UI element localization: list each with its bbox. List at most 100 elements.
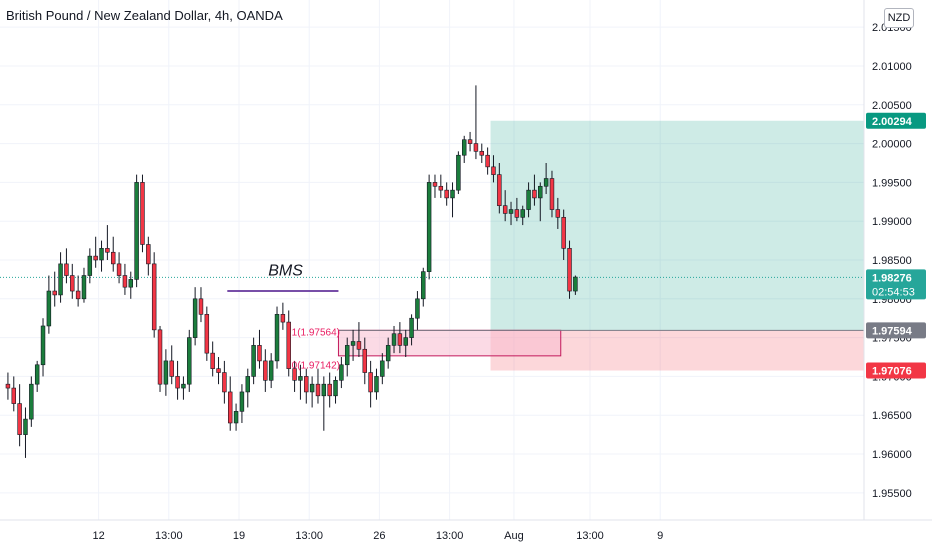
candle [368,360,373,408]
candle-body [11,387,17,404]
candle [438,174,444,198]
candle [514,197,520,222]
candle-body [81,275,87,300]
candle-body [134,182,139,280]
candle [169,345,174,385]
candle-body [175,376,180,389]
x-tick-label: 12 [92,530,104,542]
y-tick-label: 1.96500 [872,410,912,422]
candle-body [321,383,327,397]
candle-body [163,360,169,385]
candle [456,151,461,195]
candle-body [280,314,286,323]
candle-body [5,383,11,389]
fib-label: 1(1.97564) [292,328,340,339]
candle-body [526,189,531,210]
candle-body [304,376,309,393]
candle [321,376,327,431]
candle [239,384,245,423]
candle [29,376,34,427]
candle [526,182,531,218]
candle-body [146,244,151,265]
y-tick-label: 2.00500 [872,100,912,112]
candle-body [116,263,122,276]
x-tick-label: 9 [657,530,663,542]
candle [46,275,52,334]
candle [134,174,139,288]
y-tick-label: 2.00000 [872,139,912,151]
candle [175,360,180,400]
candle [151,252,157,338]
candle-body [292,368,297,381]
candle [573,275,578,295]
y-tick-label: 2.01500 [872,22,912,34]
candle [257,329,262,369]
price-axis[interactable]: 2.01500 2.01000 2.00500 2.00000 1.99500 1.990… [863,0,926,520]
candle-body [17,403,22,435]
candle-body [128,279,134,288]
candle-body [555,209,561,218]
candle [34,360,40,392]
candle-body [75,290,81,300]
candle-body [432,182,438,187]
candle [350,329,356,361]
candle-body [391,333,397,346]
candle [485,147,490,175]
fib-label: 0(1.97142) [292,360,340,371]
candle [543,162,549,195]
candle-body [251,345,256,377]
candle-body [216,368,221,373]
candle-body [461,139,467,156]
x-tick-label: 13:00 [436,530,464,542]
candle [473,85,479,160]
candle [40,318,46,377]
x-tick-label: 19 [233,530,245,542]
candle-body [233,411,239,424]
candle [461,135,467,163]
candle-body [479,151,485,156]
candle-body [397,333,403,346]
candle [403,329,408,358]
candle-body [198,298,204,315]
candle-body [315,383,321,397]
candle [309,376,315,408]
candle-body [426,182,432,272]
candle [280,302,286,330]
candle [385,337,391,369]
y-tick-label: 1.99500 [872,177,912,189]
candle-body [368,372,373,393]
candle [356,322,362,358]
candle [538,182,543,222]
stop-price-tag-bg [866,362,926,379]
candle [561,209,566,260]
annotations-layer: BMS 1(1.97564) 0(1.97142) [227,262,340,371]
candle [339,357,344,389]
x-tick-label: 13:00 [295,530,323,542]
candle [128,271,134,299]
candle [216,357,221,385]
candle [140,174,145,253]
candle [157,325,163,392]
candle [344,337,350,377]
candle-body [444,189,449,199]
candle-body [421,271,426,300]
time-axis[interactable]: 12 13:00 19 13:00 26 13:00 Aug 13:00 9 [0,519,932,542]
candle-body [538,185,543,199]
candle [421,267,426,307]
candle-body [169,360,174,377]
candle-body [140,182,145,245]
candle-body [29,383,34,420]
candle [99,240,104,272]
candle-body [93,255,98,261]
currency-badge[interactable]: NZD [884,8,914,28]
candle [315,368,321,404]
candle-body [309,383,315,393]
candle-body [356,341,362,350]
candle [11,376,17,412]
candle [567,240,572,299]
candle [228,376,233,431]
candle [87,248,93,284]
candle-body [333,379,338,397]
candle-body [549,178,555,210]
